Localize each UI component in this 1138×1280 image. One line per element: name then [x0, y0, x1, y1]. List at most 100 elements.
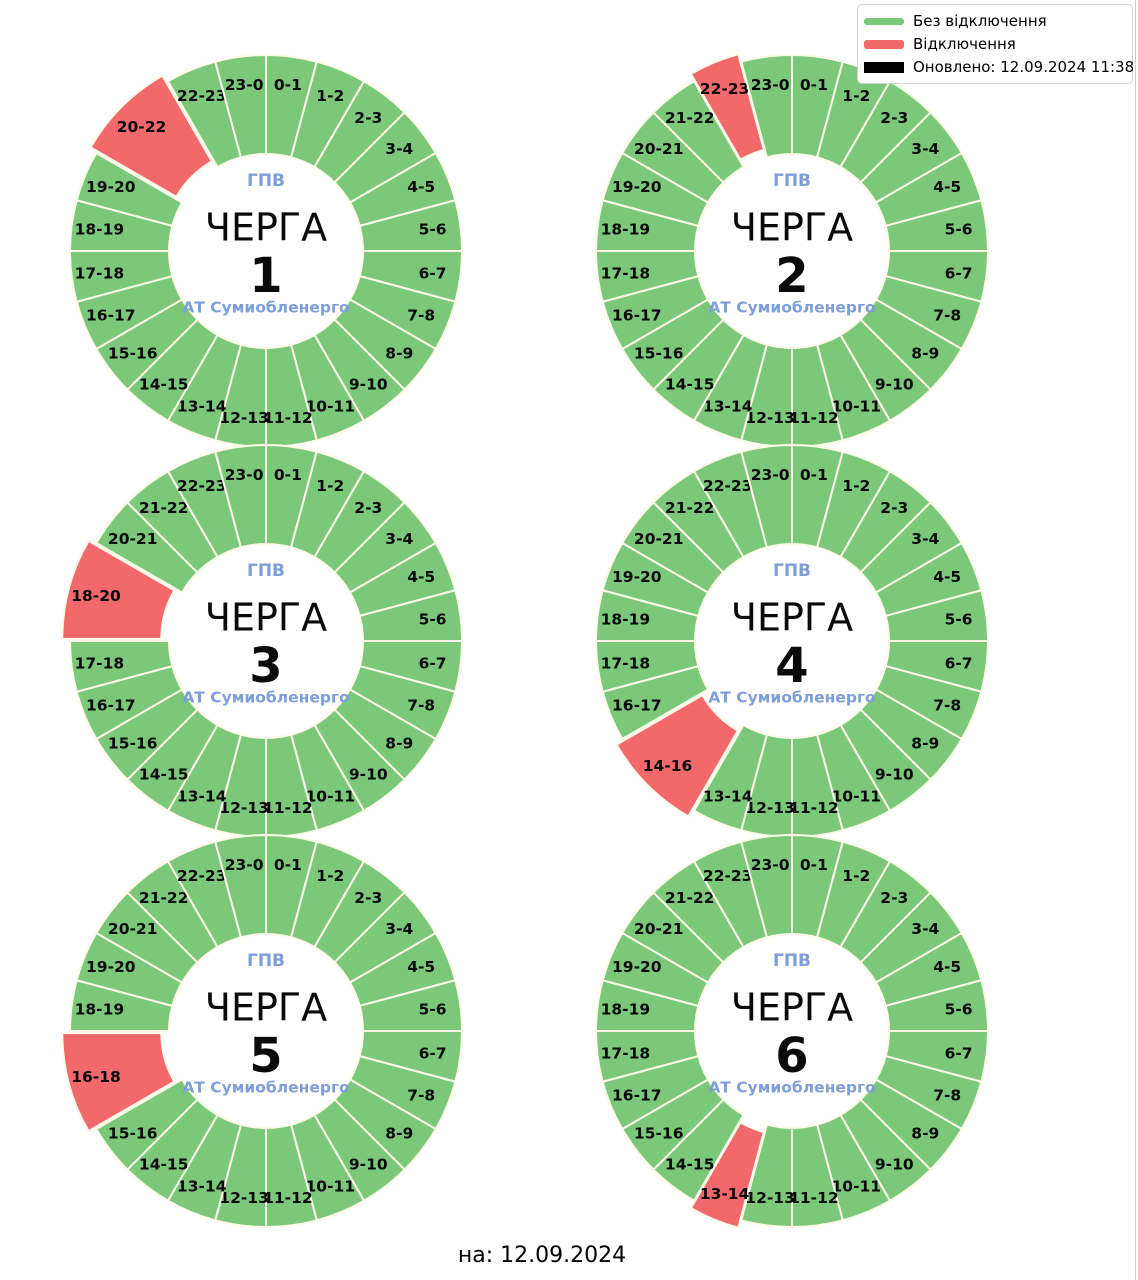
- segment-label-20-21: 20-21: [634, 920, 684, 938]
- segment-label-1-2: 1-2: [316, 87, 344, 105]
- segment-label-15-16: 15-16: [634, 345, 684, 363]
- segment-label-0-1: 0-1: [800, 856, 828, 874]
- segment-label-3-4: 3-4: [911, 920, 939, 938]
- segment-23-0-ok: [214, 834, 267, 939]
- donut-svg: 0-1 1-2 2-33-4 4-5 5-6 6-7 7-8 8-9 9-10 10-1111-1…: [61, 834, 463, 1228]
- segment-label-11-12: 11-12: [263, 409, 313, 427]
- segment-label-12-13: 12-13: [745, 799, 795, 817]
- segment-label-16-17: 16-17: [612, 697, 662, 715]
- legend-item-outage: Відключення: [864, 35, 1124, 53]
- segment-23-0-ok: [740, 54, 793, 159]
- donut-svg: 0-1 1-2 2-33-4 4-5 5-6 6-7 7-8 8-9 9-10 10-1111-1…: [61, 444, 463, 838]
- queue-5-chart: 0-1 1-2 2-3 3-4 4-5 5-6 6-7 7-8 8-9 9-10 10-11 11-1…: [61, 826, 471, 1236]
- segment-label-1-2: 1-2: [842, 87, 870, 105]
- segment-label-9-10: 9-10: [349, 766, 388, 784]
- segment-23-0-ok: [214, 54, 267, 159]
- segment-label-10-11: 10-11: [306, 788, 356, 806]
- segment-label-23-0: 23-0: [751, 76, 790, 94]
- segment-label-1-2: 1-2: [316, 477, 344, 495]
- segment-label-16-17: 16-17: [612, 307, 662, 325]
- queue-1-chart: 0-1 1-2 2-3 3-4 4-5 5-6 6-7 7-8 8-9 9-10 10-11 11-1…: [61, 46, 471, 456]
- segment-label-5-6: 5-6: [945, 611, 973, 629]
- center-gpv-label: ГПВ: [247, 171, 285, 191]
- segment-label-22-23: 22-23: [177, 87, 227, 105]
- segment-label-5-6: 5-6: [419, 611, 447, 629]
- segment-18-20-outage: [61, 539, 176, 640]
- segment-label-7-8: 7-8: [407, 697, 435, 715]
- segment-label-4-5: 4-5: [407, 958, 435, 976]
- segment-label-19-20: 19-20: [86, 178, 136, 196]
- queue-6-chart: 0-1 1-2 2-3 3-4 4-5 5-6 6-7 7-8 8-9 9-10 10-11 11-1…: [587, 826, 997, 1236]
- segment-label-1-2: 1-2: [316, 867, 344, 885]
- segment-label-12-13: 12-13: [745, 409, 795, 427]
- segment-label-0-1: 0-1: [274, 76, 302, 94]
- segment-label-0-1: 0-1: [274, 856, 302, 874]
- segment-label-2-3: 2-3: [354, 109, 382, 127]
- center-queue-number: 4: [775, 638, 808, 694]
- segment-label-3-4: 3-4: [385, 530, 413, 548]
- segment-23-0-ok: [214, 444, 267, 549]
- segment-label-2-3: 2-3: [354, 499, 382, 517]
- report-date-footer: на: 12.09.2024: [457, 1243, 627, 1268]
- segment-label-16-18: 16-18: [71, 1068, 121, 1086]
- center-title: ЧЕРГА: [731, 205, 853, 249]
- center-gpv-label: ГПВ: [773, 951, 811, 971]
- center-company-label: АТ Сумиобленерго: [708, 298, 875, 316]
- center-company-label: АТ Сумиобленерго: [182, 298, 349, 316]
- segment-label-14-15: 14-15: [665, 376, 715, 394]
- segment-label-2-3: 2-3: [354, 889, 382, 907]
- segment-label-23-0: 23-0: [225, 466, 264, 484]
- segment-label-11-12: 11-12: [789, 409, 839, 427]
- segment-label-13-14: 13-14: [177, 1178, 227, 1196]
- queue-3-chart: 0-1 1-2 2-3 3-4 4-5 5-6 6-7 7-8 8-9 9-10 10-11 11-1…: [61, 436, 471, 846]
- segment-label-4-5: 4-5: [407, 568, 435, 586]
- segment-label-15-16: 15-16: [108, 735, 158, 753]
- updated-label: Оновлено: 12.09.2024 11:38: [913, 58, 1135, 76]
- segment-label-22-23: 22-23: [177, 477, 227, 495]
- segment-label-8-9: 8-9: [385, 345, 413, 363]
- segment-14-16-outage: [615, 694, 739, 818]
- segment-label-0-1: 0-1: [800, 466, 828, 484]
- segment-label-11-12: 11-12: [789, 799, 839, 817]
- center-queue-number: 6: [775, 1028, 808, 1084]
- center-title: ЧЕРГА: [205, 595, 327, 639]
- segment-label-20-21: 20-21: [108, 920, 158, 938]
- segment-label-5-6: 5-6: [419, 1001, 447, 1019]
- center-company-label: АТ Сумиобленерго: [182, 1078, 349, 1096]
- segment-label-6-7: 6-7: [945, 264, 973, 282]
- segment-label-0-1: 0-1: [800, 76, 828, 94]
- outage-label: Відключення: [913, 35, 1016, 53]
- segment-17-18-ok: [69, 640, 174, 693]
- segment-label-23-0: 23-0: [225, 76, 264, 94]
- donut-svg: 0-1 1-2 2-33-4 4-5 5-6 6-7 7-8 8-9 9-10 10-1111-1…: [595, 444, 989, 838]
- segment-label-2-3: 2-3: [880, 499, 908, 517]
- segment-label-2-3: 2-3: [880, 889, 908, 907]
- segment-label-8-9: 8-9: [385, 735, 413, 753]
- center-gpv-label: ГПВ: [773, 171, 811, 191]
- segment-label-21-22: 21-22: [665, 109, 715, 127]
- segment-label-18-19: 18-19: [601, 221, 651, 239]
- segment-label-15-16: 15-16: [634, 1125, 684, 1143]
- center-title: ЧЕРГА: [731, 985, 853, 1029]
- segment-label-7-8: 7-8: [933, 697, 961, 715]
- segment-label-19-20: 19-20: [86, 958, 136, 976]
- segment-label-7-8: 7-8: [407, 307, 435, 325]
- segment-label-4-5: 4-5: [933, 178, 961, 196]
- donut-svg: 0-1 1-2 2-33-4 4-5 5-6 6-7 7-8 8-9 9-10 10-1111-1…: [595, 834, 989, 1229]
- segment-label-1-2: 1-2: [842, 867, 870, 885]
- segment-label-12-13: 12-13: [219, 409, 269, 427]
- segment-label-17-18: 17-18: [601, 654, 651, 672]
- segment-label-10-11: 10-11: [832, 788, 882, 806]
- segment-19-20-ok: [75, 152, 183, 227]
- segment-label-12-13: 12-13: [219, 1189, 269, 1207]
- segment-label-17-18: 17-18: [601, 264, 651, 282]
- segment-label-6-7: 6-7: [419, 1044, 447, 1062]
- segment-23-0-ok: [740, 444, 793, 549]
- segment-label-11-12: 11-12: [263, 799, 313, 817]
- donut-svg: 0-1 1-2 2-33-4 4-5 5-6 6-7 7-8 8-9 9-10 10-1111-1…: [595, 53, 989, 448]
- segment-label-7-8: 7-8: [933, 1087, 961, 1105]
- outage-swatch: [864, 39, 904, 49]
- segment-label-21-22: 21-22: [665, 889, 715, 907]
- segment-label-9-10: 9-10: [875, 766, 914, 784]
- segment-label-4-5: 4-5: [933, 568, 961, 586]
